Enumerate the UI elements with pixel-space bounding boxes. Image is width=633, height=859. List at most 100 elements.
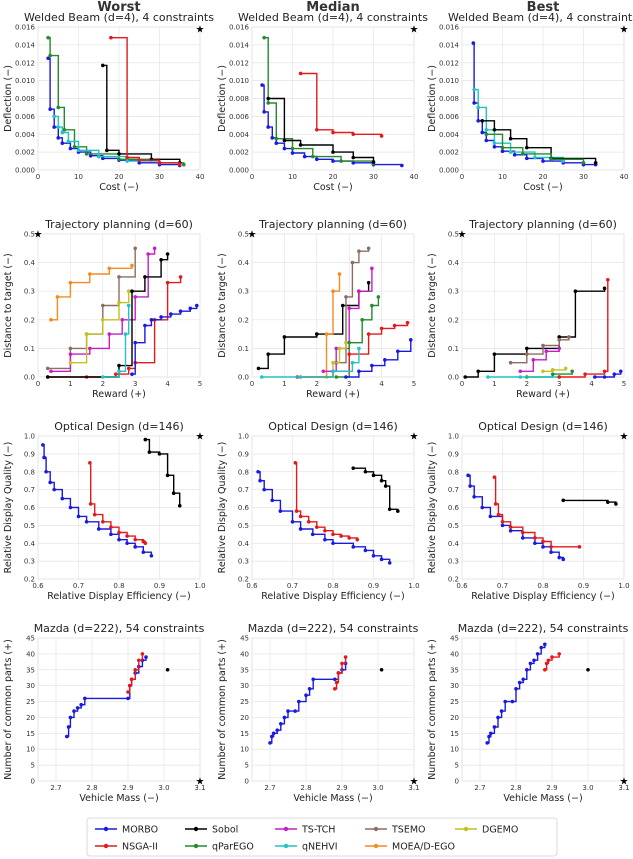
column-title-median: Median	[306, 0, 360, 15]
data-point	[79, 702, 83, 707]
panel-title: Welded Beam (d=4), 4 constraints	[448, 11, 633, 24]
x-tick-label: 0.8	[537, 582, 548, 590]
data-point	[351, 545, 356, 549]
data-point	[336, 671, 341, 675]
y-tick-label: 0.3	[238, 558, 249, 566]
data-point	[350, 360, 355, 365]
x-tick-label: 30	[579, 173, 588, 181]
data-point	[298, 375, 303, 379]
data-point	[302, 154, 307, 159]
data-point	[270, 734, 274, 739]
y-tick-label: 0.3	[448, 558, 459, 566]
data-point	[149, 553, 154, 558]
reference-star-icon: ★	[458, 230, 467, 241]
x-tick-label: 20	[329, 173, 338, 181]
panel-r2-c0: Optical Design (d=146) 0.6 0.7 0.8 0.9 1.0 0.2…	[3, 420, 206, 602]
y-tick-label: 0.4	[448, 540, 460, 548]
data-point	[117, 530, 121, 535]
y-tick-label: 0.006	[229, 113, 250, 121]
x-tick-label: 2.9	[546, 784, 557, 792]
data-point	[606, 500, 610, 504]
y-tick-label: 0.5	[238, 231, 249, 239]
x-tick-label: 0	[250, 173, 254, 181]
data-point	[396, 349, 400, 354]
data-point	[84, 332, 89, 336]
data-point	[541, 343, 545, 348]
series-line-qnehvi	[261, 348, 360, 378]
data-point	[344, 375, 348, 379]
data-point	[339, 534, 343, 538]
data-point	[178, 275, 183, 279]
data-point	[480, 119, 485, 123]
data-point	[550, 368, 555, 372]
data-point	[557, 555, 561, 560]
data-point	[371, 160, 376, 164]
data-point	[60, 496, 65, 501]
y-tick-label: 0.3	[24, 288, 35, 296]
data-point	[270, 136, 275, 140]
data-point	[298, 143, 303, 147]
plot-area	[37, 637, 201, 782]
data-point	[117, 157, 121, 162]
data-point	[357, 369, 361, 374]
y-tick-label: 0.004	[229, 131, 250, 139]
data-point	[581, 161, 586, 165]
y-tick-label: 0.012	[439, 59, 459, 67]
x-axis-label: Cost (−)	[523, 182, 563, 193]
x-tick-label: 20	[539, 173, 548, 181]
x-tick-label: 10	[498, 173, 507, 181]
y-tick-label: 0.3	[448, 288, 459, 296]
data-point	[518, 369, 523, 374]
data-point	[593, 161, 598, 165]
data-point	[68, 505, 73, 510]
data-point	[371, 473, 376, 478]
x-tick-label: 0	[36, 380, 40, 388]
y-tick-label: 0.2	[24, 316, 35, 324]
y-tick-label: 0.000	[439, 167, 459, 175]
data-point	[525, 667, 529, 672]
y-tick-label: 0	[455, 778, 459, 786]
data-point	[331, 360, 335, 365]
data-point	[500, 523, 505, 528]
x-tick-label: 0.6	[246, 582, 258, 590]
data-point	[298, 514, 303, 519]
y-tick-label: 0.2	[448, 316, 459, 324]
data-point	[337, 346, 342, 351]
data-point	[387, 507, 392, 512]
data-point	[344, 295, 348, 299]
data-point	[347, 340, 352, 345]
panel-title: Welded Beam (d=4), 4 constraints	[24, 11, 214, 24]
data-point	[137, 161, 142, 165]
data-point	[370, 266, 374, 271]
y-tick-label: 0.4	[24, 540, 36, 548]
data-point	[266, 125, 271, 129]
data-point	[489, 731, 493, 736]
data-point	[347, 306, 352, 311]
x-tick-label: 3	[347, 380, 351, 388]
reference-star-icon: ★	[34, 230, 43, 241]
data-point	[315, 525, 319, 529]
data-point	[55, 295, 60, 299]
data-point	[262, 487, 266, 492]
reference-star-icon: ★	[248, 230, 257, 241]
legend-marker	[373, 843, 379, 849]
x-tick-label: 3	[557, 380, 561, 388]
x-tick-label: 1.0	[408, 582, 419, 590]
data-point	[133, 340, 137, 345]
y-tick-label: 0.5	[448, 231, 459, 239]
y-tick-label: 0.2	[238, 576, 249, 584]
data-point	[274, 141, 279, 145]
x-axis-label: Reward (+)	[516, 389, 570, 400]
x-axis-label: Vehicle Mass (−)	[293, 793, 372, 804]
data-point	[331, 130, 335, 135]
y-tick-label: 20	[450, 714, 459, 722]
y-axis-label: Relative Display Quality (−)	[427, 442, 438, 574]
x-tick-label: 3.1	[194, 784, 205, 792]
x-tick-label: 1	[68, 380, 72, 388]
data-point	[101, 156, 105, 161]
column-title-worst: Worst	[97, 0, 140, 15]
x-tick-label: 2.8	[86, 784, 97, 792]
data-point	[107, 332, 112, 336]
data-point	[508, 360, 513, 365]
